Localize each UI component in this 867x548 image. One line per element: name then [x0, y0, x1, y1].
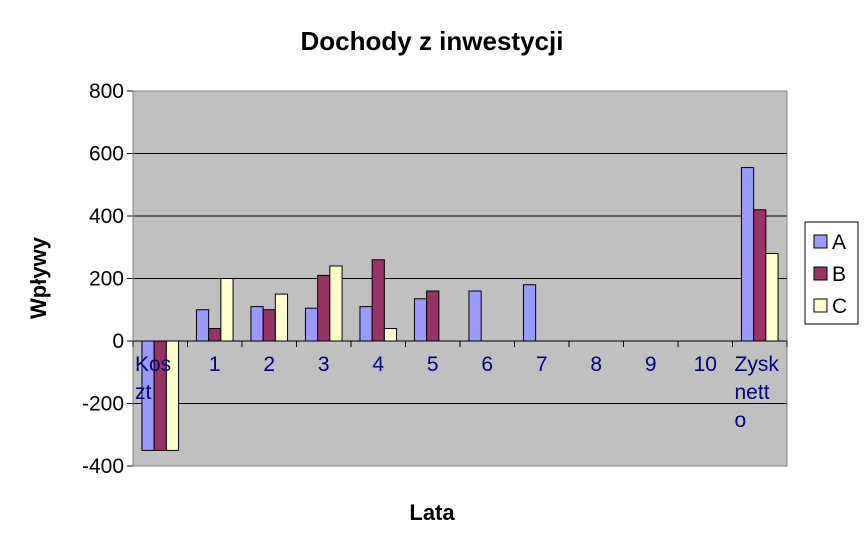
y-tick-label: 0 [112, 330, 124, 353]
bar-C [765, 253, 779, 342]
x-tick-label: 2 [263, 353, 275, 376]
x-tick-label: 9 [645, 353, 657, 376]
y-tick-label: 400 [89, 205, 124, 228]
x-tick-label: 6 [481, 353, 493, 376]
bar-A [304, 307, 319, 342]
bar-B [317, 274, 331, 342]
legend-label-B: B [832, 263, 846, 286]
bar-C [274, 293, 289, 342]
y-tick-label: 600 [89, 143, 124, 166]
bar-C [383, 328, 398, 342]
bar-A [468, 290, 482, 342]
bar-C [329, 265, 343, 342]
y-tick-label: 200 [89, 268, 124, 291]
bar-A [413, 298, 428, 342]
plot-area: 800 600 400 200 0 -200 -400 Kos zt 1 2 3 4 5 6 7 8 9 10 Zys… [82, 80, 788, 478]
x-tick-label: 7 [536, 353, 548, 376]
x-tick-label: 1 [209, 353, 221, 376]
bar-B [262, 309, 276, 342]
x-axis-title: Lata [409, 500, 455, 525]
x-tick-label: Zysk nett o [735, 353, 780, 432]
legend-swatch-C [813, 298, 828, 313]
bar-C [220, 278, 234, 342]
bar-A [195, 309, 210, 342]
bar-B [208, 328, 222, 342]
x-tick-label: 10 [694, 353, 717, 376]
x-tick-label: Kos zt [135, 353, 171, 404]
y-axis-title: Wpływy [26, 236, 51, 319]
chart-title: Dochody z inwestycji [301, 26, 564, 56]
legend-swatch-B [813, 266, 828, 281]
legend-swatch-A [813, 234, 828, 249]
legend-label-C: C [832, 295, 847, 318]
x-tick-label: 8 [590, 353, 602, 376]
bar-A [522, 284, 537, 342]
y-tick-label: -400 [82, 455, 124, 478]
plot-border [132, 90, 788, 467]
x-tick-label: 4 [372, 353, 384, 376]
legend: ABC [804, 221, 859, 325]
bar-B [426, 290, 440, 342]
legend-label-A: A [832, 231, 846, 254]
bar-A [250, 306, 264, 342]
bar-A [359, 306, 373, 342]
x-tick-label: 3 [318, 353, 330, 376]
bar-B [371, 259, 385, 342]
y-tick-label: 800 [89, 80, 124, 103]
y-tick-label: -200 [82, 393, 124, 416]
bar-B [753, 209, 767, 342]
bar-A [740, 167, 755, 342]
x-tick-label: 5 [427, 353, 439, 376]
